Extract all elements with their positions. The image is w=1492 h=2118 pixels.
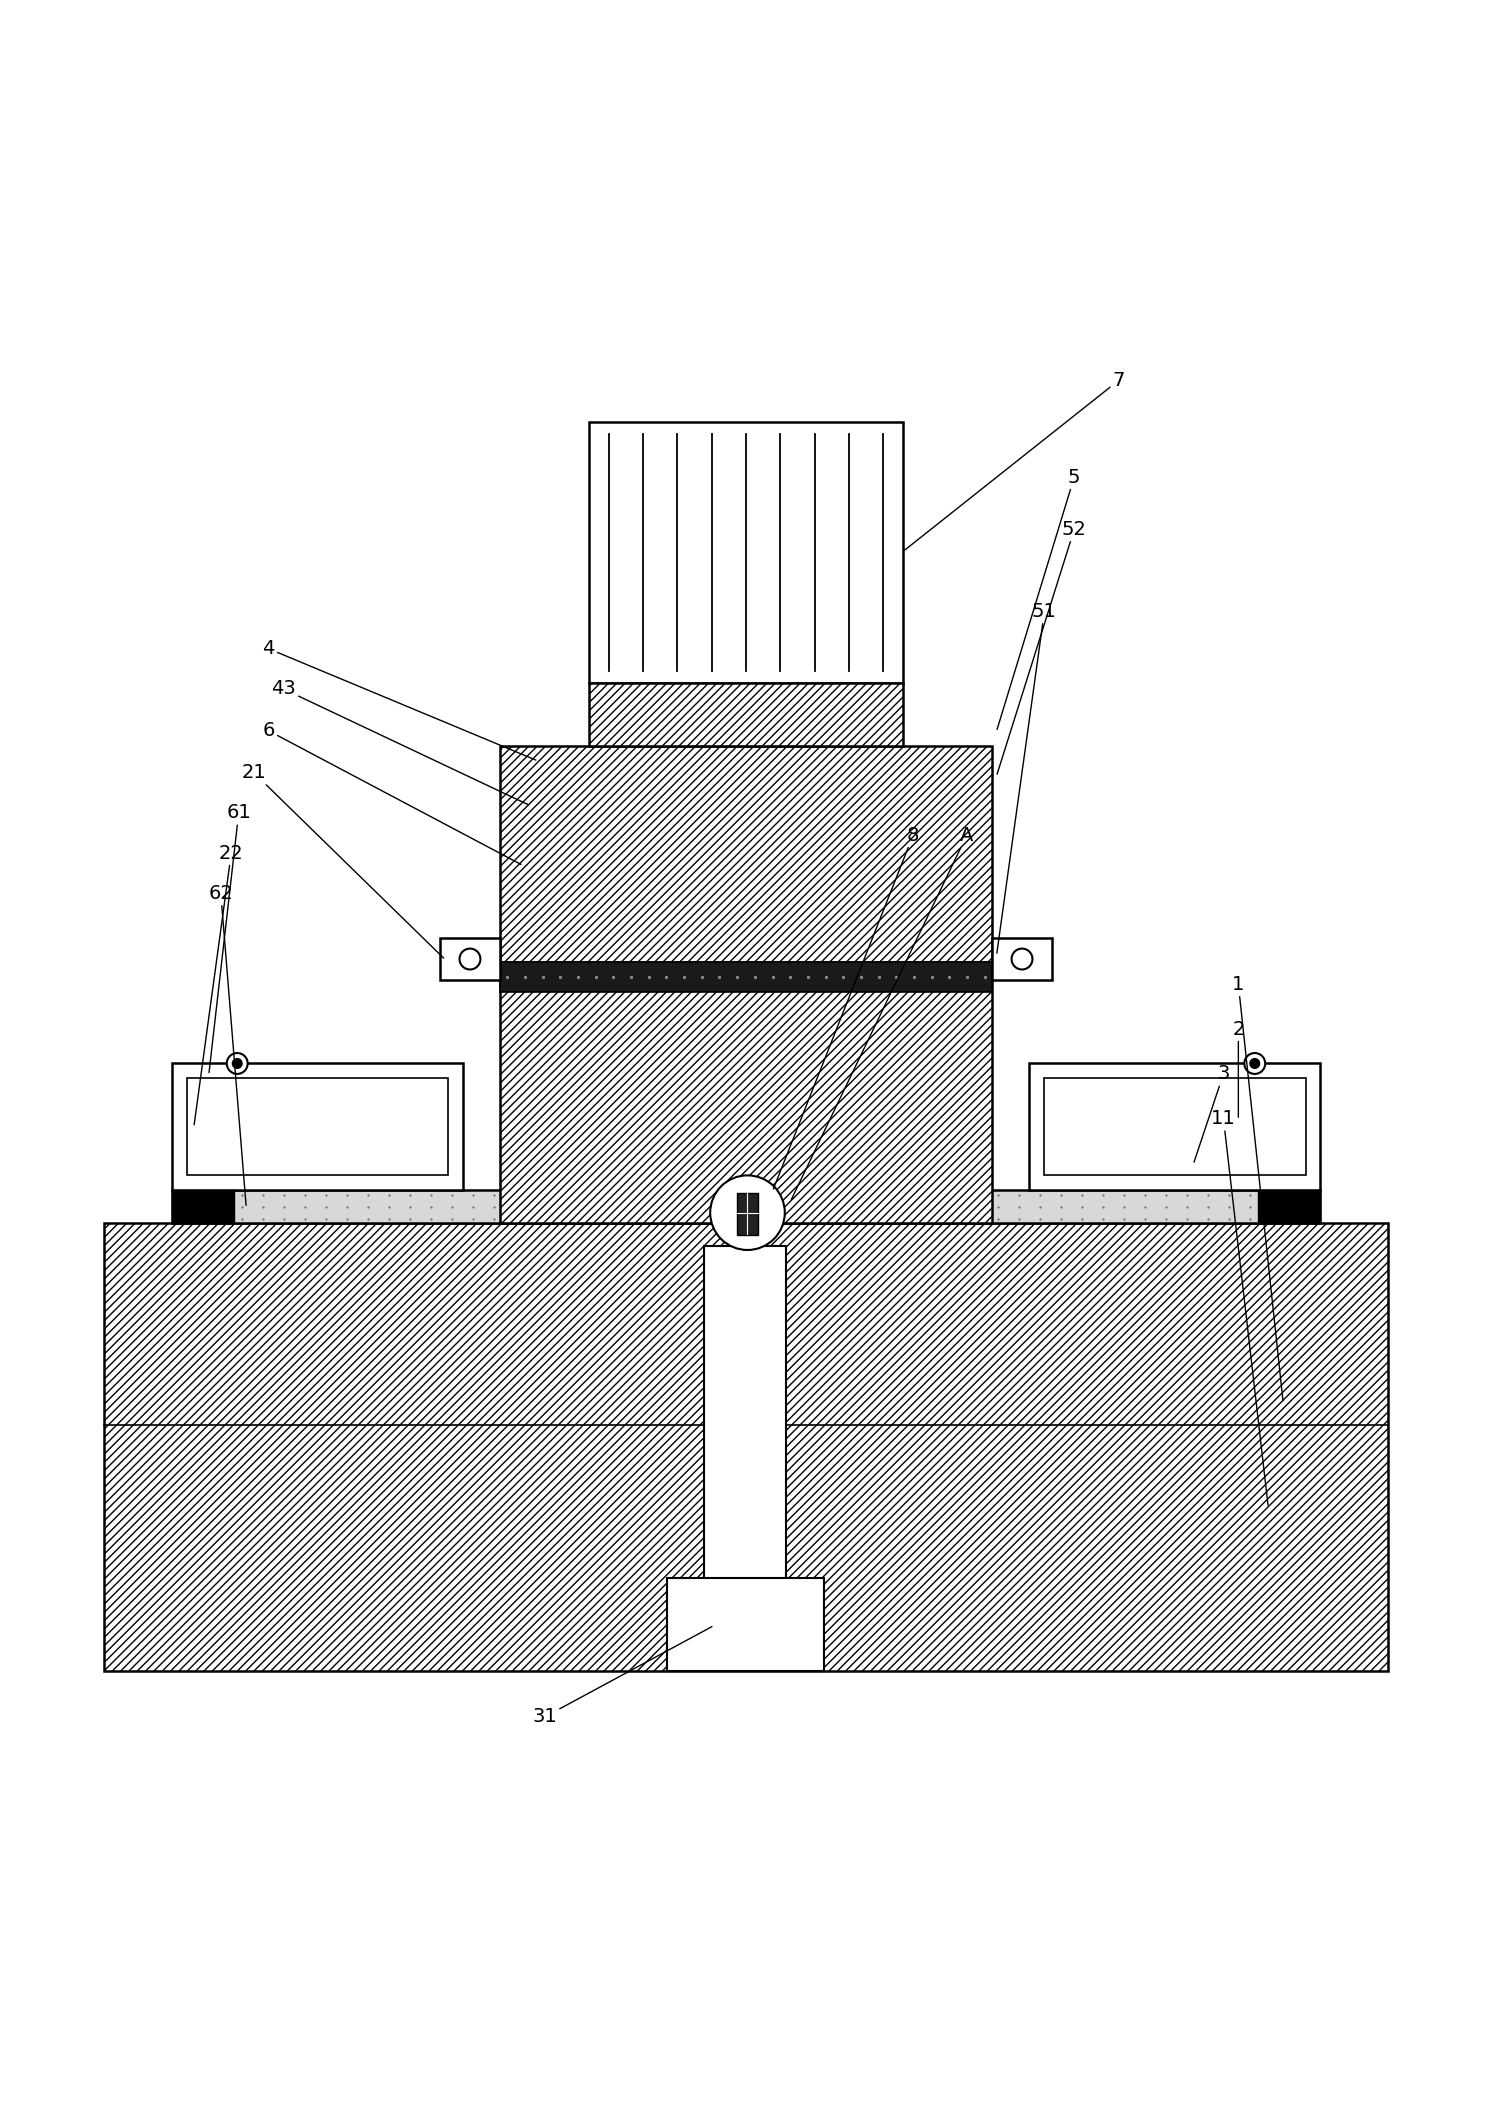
Circle shape [1244,1053,1265,1074]
Text: 11: 11 [1212,1110,1268,1506]
Text: 21: 21 [242,762,443,957]
Text: 5: 5 [997,468,1080,729]
Text: 2: 2 [1232,1019,1244,1118]
Bar [104,1222,1388,1671]
Bar [1258,1190,1320,1222]
Text: 61: 61 [209,803,251,1072]
Bar [500,962,992,1222]
Text: 52: 52 [997,519,1086,775]
Circle shape [460,949,480,970]
Text: 4: 4 [263,640,536,760]
Text: 1: 1 [1232,974,1283,1400]
Text: 7: 7 [904,371,1125,551]
Bar [172,1190,1320,1222]
Text: 31: 31 [533,1627,712,1726]
Bar [500,962,992,991]
Bar [172,1190,234,1222]
Bar [992,938,1052,981]
Bar [500,746,992,962]
Text: 43: 43 [272,680,528,805]
Bar [186,1078,448,1175]
Circle shape [710,1175,785,1250]
Circle shape [1250,1059,1259,1067]
Bar [440,938,500,981]
Bar [1044,1078,1306,1175]
Bar [589,421,903,682]
Circle shape [1012,949,1032,970]
Bar [737,1192,758,1235]
Bar [667,1578,824,1671]
Text: 3: 3 [1194,1065,1229,1163]
Text: A: A [791,826,973,1199]
Text: 62: 62 [209,883,246,1205]
Text: 6: 6 [263,722,521,864]
Circle shape [227,1053,248,1074]
Bar [589,682,903,746]
Bar [704,1245,786,1595]
Circle shape [233,1059,242,1067]
Text: 22: 22 [194,843,243,1125]
Text: 51: 51 [997,602,1056,953]
Text: 8: 8 [773,826,919,1188]
Bar [1029,1063,1320,1190]
Bar [172,1063,463,1190]
